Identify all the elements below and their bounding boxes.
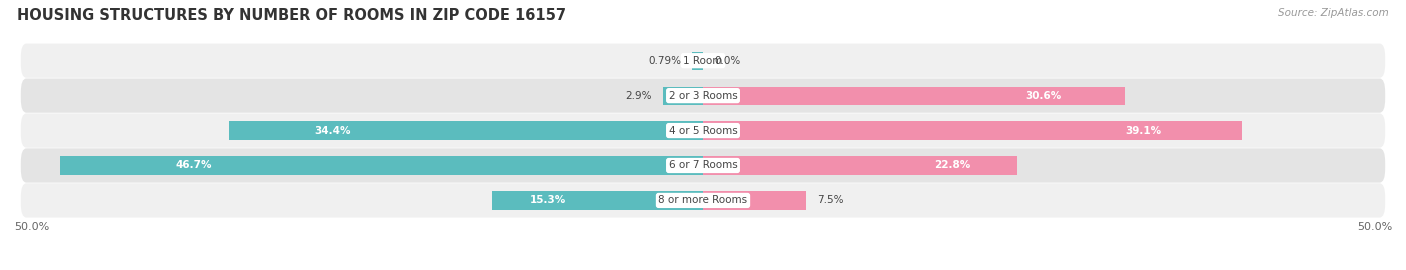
FancyBboxPatch shape — [21, 43, 1385, 78]
Text: 22.8%: 22.8% — [934, 160, 970, 170]
Text: 0.0%: 0.0% — [714, 56, 741, 66]
Text: 8 or more Rooms: 8 or more Rooms — [658, 195, 748, 205]
FancyBboxPatch shape — [21, 183, 1385, 218]
Bar — [703, 156, 1017, 175]
Text: 15.3%: 15.3% — [530, 195, 567, 205]
Bar — [703, 122, 1241, 140]
Bar — [703, 191, 807, 210]
Bar — [492, 191, 703, 210]
Bar — [692, 52, 703, 70]
Text: 2.9%: 2.9% — [626, 91, 652, 101]
Text: 6 or 7 Rooms: 6 or 7 Rooms — [669, 160, 737, 170]
Text: 30.6%: 30.6% — [1025, 91, 1062, 101]
Text: 39.1%: 39.1% — [1125, 126, 1161, 136]
FancyBboxPatch shape — [21, 113, 1385, 148]
FancyBboxPatch shape — [21, 79, 1385, 113]
Text: 1 Room: 1 Room — [683, 56, 723, 66]
Bar — [229, 122, 703, 140]
Bar — [59, 156, 703, 175]
Text: 4 or 5 Rooms: 4 or 5 Rooms — [669, 126, 737, 136]
Text: 50.0%: 50.0% — [1357, 222, 1392, 232]
Text: 46.7%: 46.7% — [176, 160, 212, 170]
Text: 0.79%: 0.79% — [648, 56, 681, 66]
Text: 34.4%: 34.4% — [315, 126, 352, 136]
FancyBboxPatch shape — [21, 148, 1385, 183]
Text: Source: ZipAtlas.com: Source: ZipAtlas.com — [1278, 8, 1389, 18]
Bar — [664, 86, 703, 105]
Bar — [703, 86, 1125, 105]
Text: 50.0%: 50.0% — [14, 222, 49, 232]
Text: HOUSING STRUCTURES BY NUMBER OF ROOMS IN ZIP CODE 16157: HOUSING STRUCTURES BY NUMBER OF ROOMS IN… — [17, 8, 565, 23]
Text: 2 or 3 Rooms: 2 or 3 Rooms — [669, 91, 737, 101]
Text: 7.5%: 7.5% — [817, 195, 844, 205]
